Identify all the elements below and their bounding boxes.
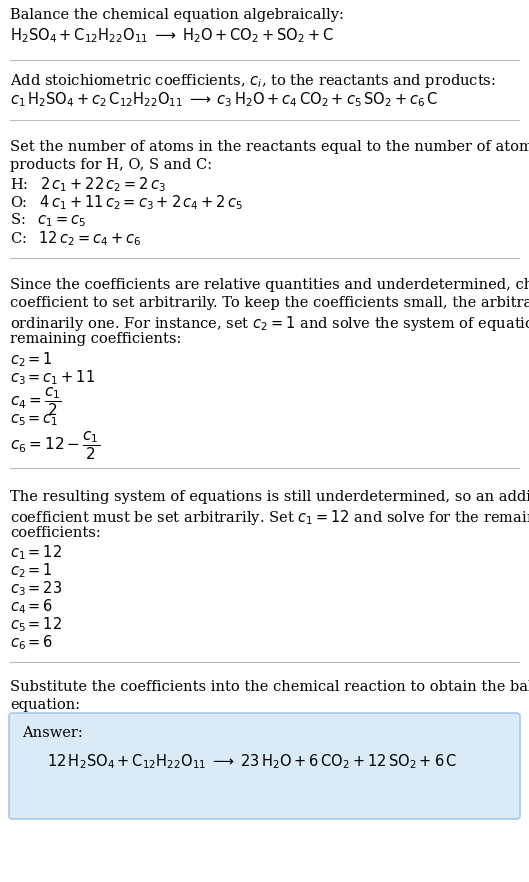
Text: remaining coefficients:: remaining coefficients: [10,332,181,346]
Text: $c_5 = c_1$: $c_5 = c_1$ [10,412,59,428]
Text: $c_3 = c_1 + 11$: $c_3 = c_1 + 11$ [10,368,95,386]
Text: $c_4 = 6$: $c_4 = 6$ [10,597,53,616]
Text: $c_5 = 12$: $c_5 = 12$ [10,615,62,633]
Text: C: $\;\;12\,c_2 = c_4 + c_6$: C: $\;\;12\,c_2 = c_4 + c_6$ [10,229,141,248]
Text: $12\,\mathrm{H_2SO_4} + \mathrm{C_{12}H_{22}O_{11}} \;\longrightarrow\; 23\,\mat: $12\,\mathrm{H_2SO_4} + \mathrm{C_{12}H_… [47,752,457,771]
Text: $c_4 = \dfrac{c_1}{2}$: $c_4 = \dfrac{c_1}{2}$ [10,386,62,418]
Text: $c_6 = 6$: $c_6 = 6$ [10,633,53,652]
Text: The resulting system of equations is still underdetermined, so an additional: The resulting system of equations is sti… [10,490,529,504]
Text: coefficients:: coefficients: [10,526,101,540]
Text: equation:: equation: [10,698,80,712]
Text: H: $\;\;2\,c_1 + 22\,c_2 = 2\,c_3$: H: $\;\;2\,c_1 + 22\,c_2 = 2\,c_3$ [10,175,166,194]
Text: Set the number of atoms in the reactants equal to the number of atoms in the: Set the number of atoms in the reactants… [10,140,529,154]
Text: Answer:: Answer: [22,726,83,740]
Text: $c_3 = 23$: $c_3 = 23$ [10,579,62,598]
Text: coefficient to set arbitrarily. To keep the coefficients small, the arbitrary va: coefficient to set arbitrarily. To keep … [10,296,529,310]
Text: ordinarily one. For instance, set $c_2 = 1$ and solve the system of equations fo: ordinarily one. For instance, set $c_2 =… [10,314,529,333]
Text: $c_2 = 1$: $c_2 = 1$ [10,350,53,369]
Text: products for H, O, S and C:: products for H, O, S and C: [10,158,212,172]
Text: $c_6 = 12 - \dfrac{c_1}{2}$: $c_6 = 12 - \dfrac{c_1}{2}$ [10,430,100,462]
Text: Substitute the coefficients into the chemical reaction to obtain the balanced: Substitute the coefficients into the che… [10,680,529,694]
Text: $\mathrm{H_2SO_4 + C_{12}H_{22}O_{11} \;\longrightarrow\; H_2O + CO_2 + SO_2 + C: $\mathrm{H_2SO_4 + C_{12}H_{22}O_{11} \;… [10,26,334,45]
Text: $c_1\,\mathrm{H_2SO_4} + c_2\,\mathrm{C_{12}H_{22}O_{11}} \;\longrightarrow\; c_: $c_1\,\mathrm{H_2SO_4} + c_2\,\mathrm{C_… [10,90,438,108]
Text: Balance the chemical equation algebraically:: Balance the chemical equation algebraica… [10,8,344,22]
Text: $c_2 = 1$: $c_2 = 1$ [10,561,53,579]
Text: Add stoichiometric coefficients, $c_i$, to the reactants and products:: Add stoichiometric coefficients, $c_i$, … [10,72,496,90]
Text: O: $\;\;4\,c_1 + 11\,c_2 = c_3 + 2\,c_4 + 2\,c_5$: O: $\;\;4\,c_1 + 11\,c_2 = c_3 + 2\,c_4 … [10,193,243,212]
Text: coefficient must be set arbitrarily. Set $c_1 = 12$ and solve for the remaining: coefficient must be set arbitrarily. Set… [10,508,529,527]
FancyBboxPatch shape [9,713,520,819]
Text: Since the coefficients are relative quantities and underdetermined, choose a: Since the coefficients are relative quan… [10,278,529,292]
Text: S: $\;\;c_1 = c_5$: S: $\;\;c_1 = c_5$ [10,211,86,228]
Text: $c_1 = 12$: $c_1 = 12$ [10,543,62,562]
